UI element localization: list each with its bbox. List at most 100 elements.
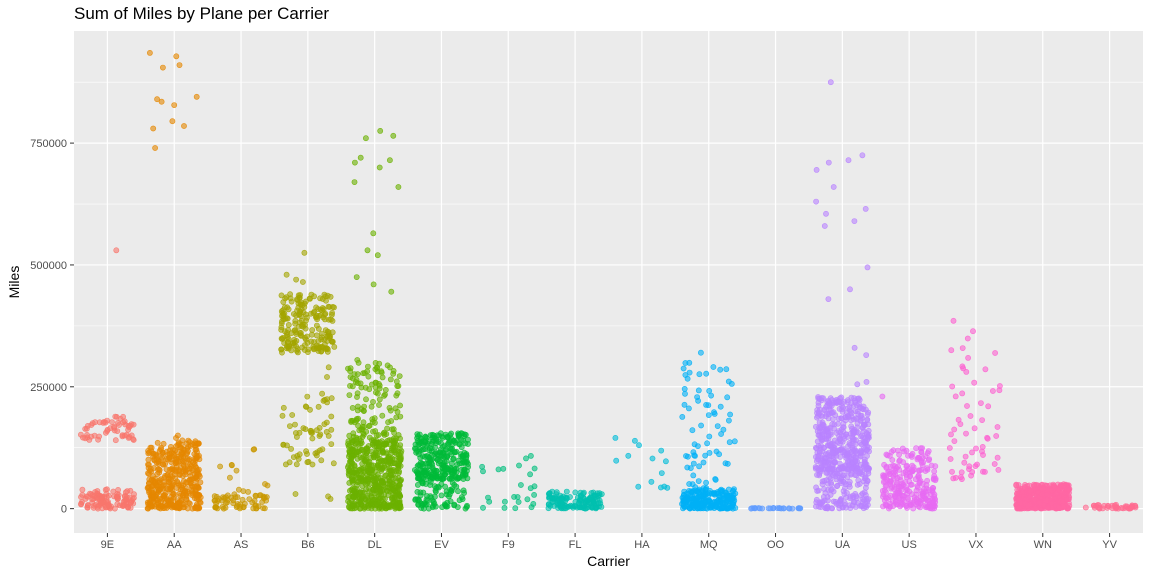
data-point <box>1051 483 1057 489</box>
data-point <box>362 452 369 459</box>
data-point <box>460 437 466 444</box>
data-point <box>949 468 955 475</box>
data-point <box>357 154 364 161</box>
data-point <box>382 391 388 398</box>
series-ev <box>411 430 471 512</box>
data-point <box>796 505 802 512</box>
data-point <box>1096 505 1103 512</box>
data-point <box>440 475 447 482</box>
data-point <box>261 505 268 512</box>
data-point <box>328 426 335 433</box>
data-point <box>170 491 177 497</box>
data-point <box>1063 496 1070 503</box>
data-point <box>518 482 524 488</box>
data-point <box>687 465 694 471</box>
data-point <box>882 501 889 508</box>
data-point <box>375 464 382 471</box>
data-point <box>365 373 372 380</box>
data-point <box>449 479 456 486</box>
data-point <box>905 496 911 502</box>
data-point <box>237 503 244 510</box>
data-point <box>99 505 106 512</box>
data-point <box>908 481 915 488</box>
data-point <box>463 504 470 510</box>
data-point <box>86 436 93 443</box>
data-point <box>613 457 620 464</box>
data-point <box>684 375 691 382</box>
data-point <box>116 422 122 428</box>
data-point <box>309 461 316 468</box>
data-point <box>1082 504 1089 511</box>
data-point <box>175 442 181 449</box>
data-point <box>345 494 352 501</box>
data-point <box>145 465 152 471</box>
data-point <box>370 487 377 493</box>
data-point <box>1059 490 1065 497</box>
data-point <box>314 316 320 323</box>
data-point <box>89 420 96 427</box>
data-point <box>435 483 442 490</box>
data-point <box>530 500 537 507</box>
data-point <box>379 478 385 485</box>
data-point <box>726 439 733 446</box>
data-point <box>219 503 226 510</box>
data-point <box>303 317 309 324</box>
data-point <box>357 505 364 512</box>
data-point <box>316 344 323 351</box>
data-point <box>695 478 702 484</box>
data-point <box>857 502 863 509</box>
data-point <box>364 247 371 254</box>
data-point <box>813 198 819 205</box>
data-point <box>174 503 181 510</box>
data-point <box>720 505 727 512</box>
data-point <box>359 483 366 490</box>
data-point <box>913 498 920 505</box>
data-point <box>950 317 957 324</box>
data-point <box>908 452 915 459</box>
data-point <box>755 505 762 511</box>
data-point <box>285 306 292 313</box>
data-point <box>1015 505 1022 512</box>
data-point <box>448 451 455 458</box>
data-point <box>658 470 665 476</box>
data-point <box>563 495 570 502</box>
data-point <box>319 446 326 453</box>
data-point <box>388 288 395 295</box>
data-point <box>689 427 696 434</box>
data-points <box>78 50 1139 512</box>
data-point <box>924 466 931 473</box>
data-point <box>524 496 531 503</box>
data-point <box>109 419 115 425</box>
data-point <box>279 318 285 325</box>
data-point <box>993 433 1000 439</box>
data-point <box>351 179 358 185</box>
data-point <box>897 503 903 510</box>
data-point <box>313 304 319 311</box>
data-point <box>702 452 709 459</box>
data-point <box>417 476 423 483</box>
data-point <box>979 417 985 423</box>
data-point <box>663 458 669 465</box>
series-mq <box>679 349 739 512</box>
data-point <box>78 431 84 438</box>
data-point <box>531 491 537 498</box>
data-point <box>328 395 335 402</box>
data-point <box>166 481 173 488</box>
data-point <box>583 497 589 504</box>
data-point <box>349 479 356 486</box>
data-point <box>838 415 845 421</box>
data-point <box>528 452 534 459</box>
data-point <box>717 403 724 410</box>
data-point <box>681 488 688 495</box>
data-point <box>393 392 400 399</box>
data-point <box>195 441 202 447</box>
data-point <box>352 379 359 385</box>
data-point <box>495 466 502 473</box>
data-point <box>844 409 850 416</box>
data-point <box>372 428 379 434</box>
data-point <box>125 504 131 511</box>
data-point <box>259 499 266 505</box>
data-point <box>422 433 429 440</box>
data-point <box>379 448 386 454</box>
data-point <box>176 62 183 68</box>
